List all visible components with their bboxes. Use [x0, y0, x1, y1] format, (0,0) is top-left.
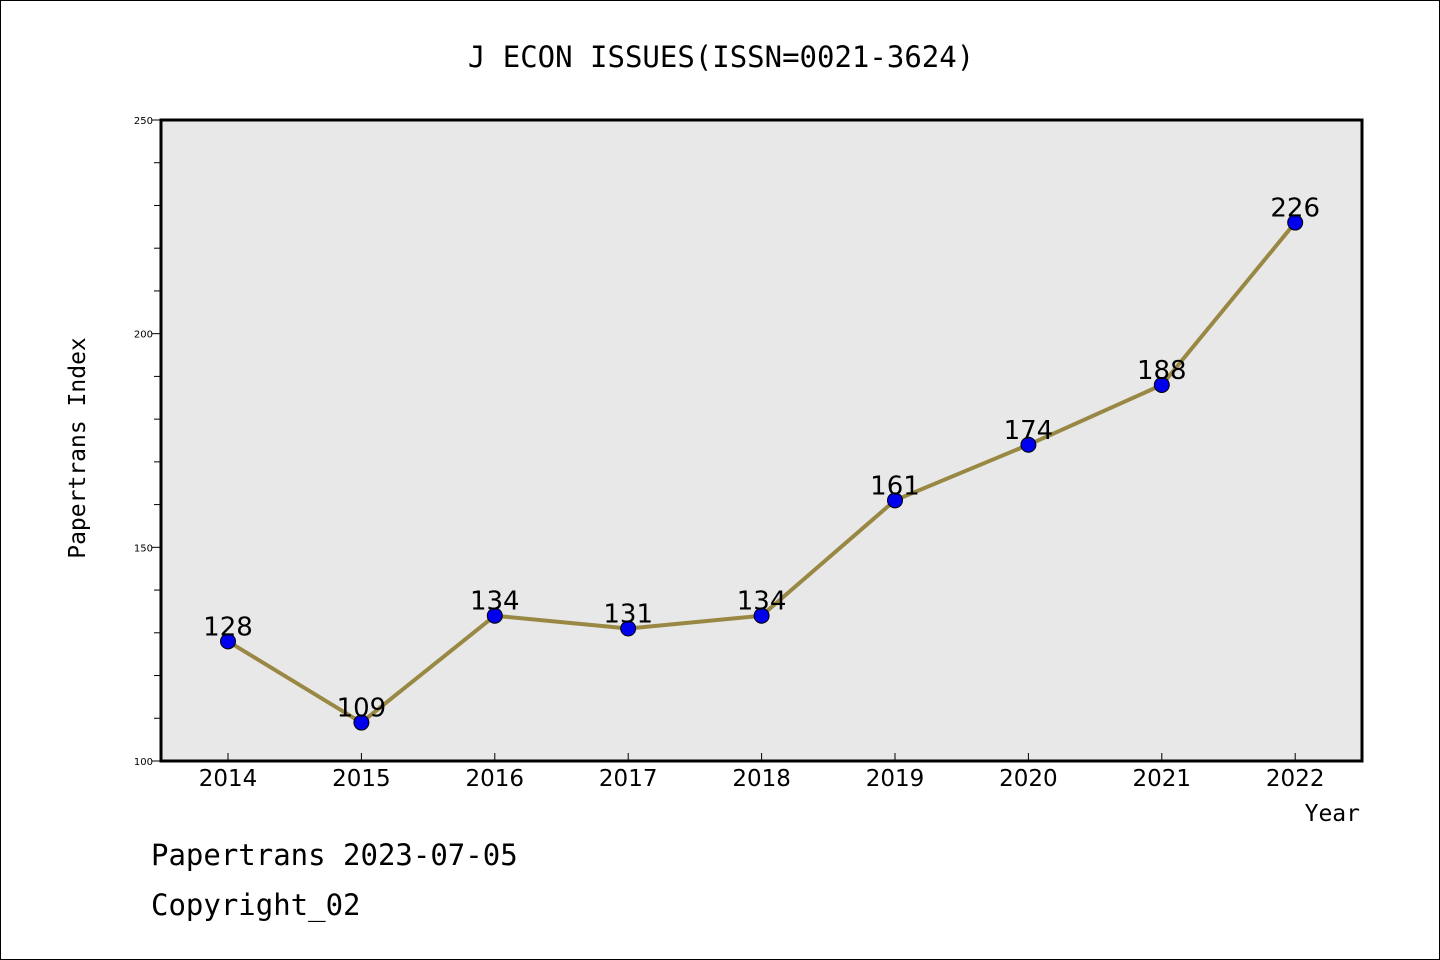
x-tick-label: 2022 [1266, 766, 1325, 792]
chart-title: J ECON ISSUES(ISSN=0021-3624) [468, 40, 974, 74]
marker-layer [220, 214, 1304, 731]
x-tick-label: 2017 [599, 766, 658, 792]
data-point [887, 492, 903, 509]
x-tick-label: 2015 [332, 766, 391, 792]
x-tick-label: 2021 [1133, 766, 1192, 792]
data-point [620, 620, 637, 637]
y-axis: 100 150 200 250 [134, 116, 161, 768]
data-label: 128 [203, 612, 253, 642]
data-point [486, 607, 503, 624]
data-label: 134 [737, 587, 787, 617]
data-label: 226 [1270, 194, 1320, 224]
data-label-layer: 128 109 134 131 134 161 174 188 226 [203, 194, 1320, 724]
data-point [1287, 214, 1304, 231]
data-point [1020, 436, 1037, 453]
data-point [1153, 376, 1170, 393]
footer-date: Papertrans 2023-07-05 [151, 838, 518, 872]
x-tick-label: 2016 [466, 766, 525, 792]
data-label: 134 [470, 587, 520, 617]
x-tick-label: 2018 [732, 766, 791, 792]
data-label: 109 [337, 694, 387, 724]
x-axis-label: Year [1305, 801, 1360, 827]
data-label: 161 [870, 471, 920, 501]
y-tick-label: 200 [134, 330, 153, 341]
data-point [753, 607, 770, 624]
x-tick-label: 2020 [999, 766, 1058, 792]
data-label: 131 [603, 600, 653, 630]
data-label: 174 [1004, 416, 1054, 446]
y-tick-label: 250 [134, 116, 153, 127]
data-label: 188 [1137, 356, 1187, 386]
data-point [220, 633, 236, 650]
y-tick-label: 100 [134, 757, 153, 768]
plot-area [159, 118, 1364, 763]
x-tick-label: 2014 [199, 766, 258, 792]
x-axis: 2014 2015 2016 2017 2018 2019 2020 2021 2022 [199, 753, 1325, 792]
data-point [353, 714, 370, 731]
footer-copyright: Copyright_02 [151, 888, 361, 923]
x-tick-label: 2019 [866, 766, 925, 792]
y-axis-label: Papertrans Index [65, 337, 91, 559]
y-tick-label: 150 [134, 543, 153, 554]
